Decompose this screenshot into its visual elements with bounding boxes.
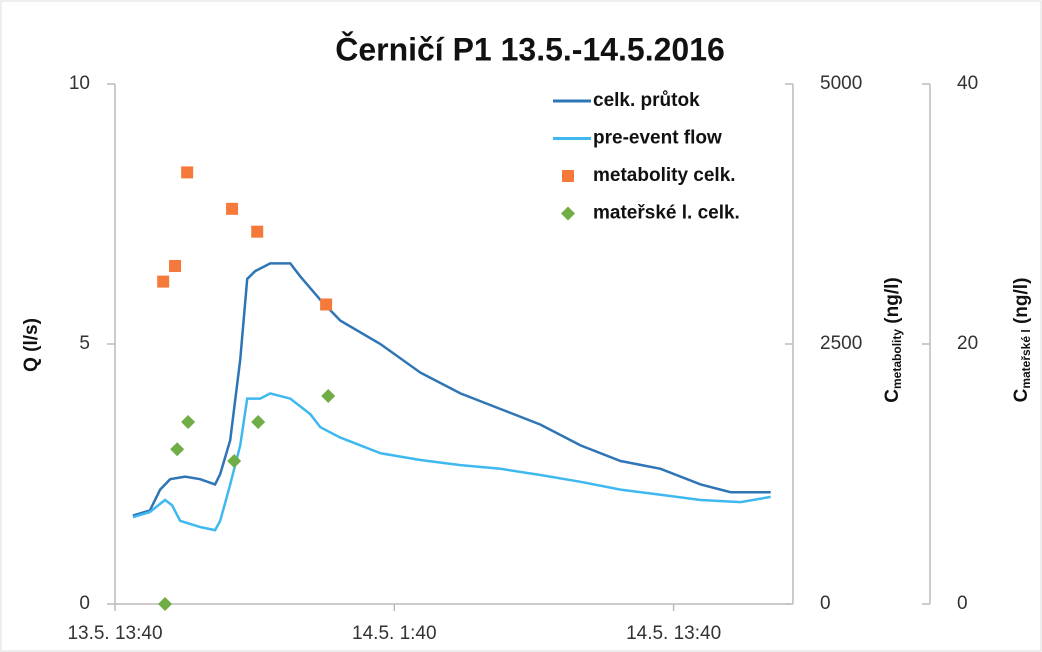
- y2-tick-label: 0: [820, 593, 831, 614]
- point: [170, 442, 185, 457]
- point: [158, 597, 173, 611]
- point: [227, 454, 242, 468]
- legend-label: pre-event flow: [593, 128, 722, 149]
- point: [251, 415, 266, 429]
- label-main: C: [1011, 388, 1032, 402]
- y2-tick-label: 5000: [820, 73, 862, 94]
- series-line: [132, 262, 771, 517]
- legend-swatch: [561, 206, 575, 221]
- point: [181, 166, 194, 179]
- y3-tick-label: 40: [957, 73, 978, 94]
- point: [321, 389, 336, 403]
- label-unit: (ng/l): [882, 277, 903, 329]
- y3-tick-label: 20: [957, 333, 978, 354]
- label-unit: (ng/l): [1011, 278, 1032, 330]
- y-tick-label: 0: [79, 593, 90, 614]
- x-tick-label: 14.5. 13:40: [626, 623, 721, 644]
- y3-tick-label: 0: [957, 593, 968, 614]
- y-axis-label: Q (l/s): [21, 318, 42, 372]
- y3-axis-label: Cmateřské l (ng/l): [1011, 278, 1033, 403]
- point: [169, 260, 182, 272]
- y-tick-label: 5: [79, 333, 90, 354]
- label-sub: mateřské l: [1019, 329, 1033, 388]
- legend-label: celk. průtok: [593, 90, 700, 111]
- x-tick-label: 13.5. 13:40: [67, 623, 162, 644]
- legend-label: mateřské l. celk.: [593, 203, 740, 224]
- label-main: C: [882, 389, 903, 403]
- legend-swatch: [562, 170, 574, 182]
- point: [181, 415, 196, 429]
- point: [157, 275, 170, 288]
- chart-title: Černičí P1 13.5.-14.5.2016: [335, 31, 725, 67]
- y2-axis-label: Cmetabolity (ng/l): [882, 277, 904, 402]
- point: [226, 202, 239, 215]
- y-tick-label: 10: [69, 73, 90, 94]
- point: [251, 225, 264, 238]
- y2-tick-label: 2500: [820, 333, 862, 354]
- point: [320, 298, 333, 311]
- legend-label: metabolity celk.: [593, 165, 736, 186]
- x-tick-label: 14.5. 1:40: [352, 623, 437, 644]
- series-line: [132, 392, 771, 532]
- label-sub: metabolity: [890, 329, 904, 389]
